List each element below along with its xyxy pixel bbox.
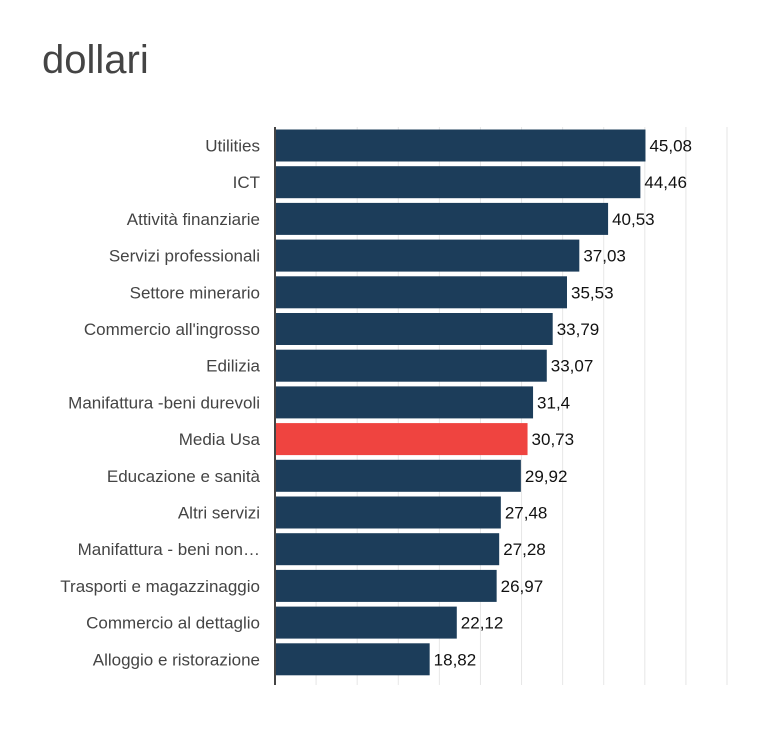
bar [276,386,534,419]
value-labels: 45,08 44,46 40,53 37,03 35,53 33,79 33,07 31,4 3… [434,137,692,670]
category-label: Commercio al dettaglio [86,614,260,633]
bar [276,459,521,492]
value-label: 29,92 [525,467,568,486]
category-label: Settore minerario [130,283,260,302]
category-label: ICT [233,173,260,192]
bar [276,606,457,639]
value-label: 18,82 [434,650,477,669]
value-label: 27,48 [505,504,548,523]
value-label: 33,79 [557,320,600,339]
value-label: 26,97 [501,577,544,596]
bar [276,129,646,162]
category-label: Manifattura -beni durevoli [68,393,260,412]
category-label: Commercio all'ingrosso [84,320,260,339]
bar [276,496,501,529]
category-label: Altri servizi [178,504,260,523]
value-label: 22,12 [461,614,504,633]
category-label: Media Usa [179,430,261,449]
bar [276,202,609,235]
bars [276,129,646,676]
category-label: Attività finanziarie [127,210,260,229]
category-label: Utilities [205,137,260,156]
value-label: 40,53 [612,210,655,229]
category-label: Trasporti e magazzinaggio [60,577,260,596]
bar [276,643,430,676]
value-label: 37,03 [583,247,626,266]
bar [276,349,547,382]
category-label: Edilizia [206,357,260,376]
category-label: Alloggio e ristorazione [93,650,260,669]
value-label: 33,07 [551,357,594,376]
category-label: Manifattura - beni non… [78,540,260,559]
bar [276,533,500,566]
value-label: 44,46 [644,173,687,192]
category-labels: Utilities ICT Attività finanziarie Servizi … [60,137,260,670]
category-label: Servizi professionali [109,247,260,266]
bar [276,313,553,345]
value-label: 35,53 [571,283,614,302]
category-label: Educazione e sanità [107,467,261,486]
value-label: 31,4 [537,393,570,412]
value-label: 27,28 [503,540,546,559]
bar [276,276,567,309]
bar [276,166,641,199]
bar [276,239,580,272]
chart-title: dollari [42,38,149,82]
value-label: 45,08 [649,137,692,156]
bar [276,569,497,602]
bar [276,423,528,456]
value-label: 30,73 [532,430,575,449]
